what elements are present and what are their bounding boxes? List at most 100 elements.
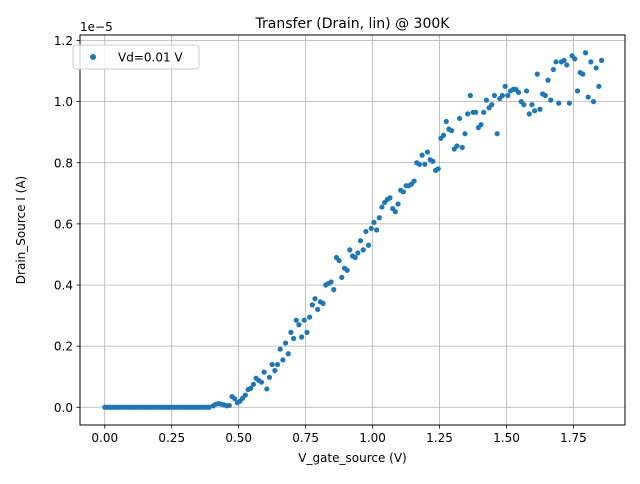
data-point xyxy=(545,77,551,83)
data-point xyxy=(462,131,468,137)
data-point xyxy=(290,335,297,342)
data-point xyxy=(537,106,543,112)
data-point xyxy=(422,161,428,167)
data-point xyxy=(598,57,605,63)
y-offset-label: 1e−5 xyxy=(80,20,113,34)
data-point xyxy=(368,225,374,232)
data-point xyxy=(395,201,401,207)
data-point xyxy=(585,94,591,100)
data-point xyxy=(478,121,484,128)
data-point xyxy=(499,92,506,99)
data-point xyxy=(242,392,248,398)
data-point xyxy=(374,227,380,233)
data-point xyxy=(371,219,377,225)
data-point xyxy=(590,99,597,105)
data-point xyxy=(572,56,578,62)
data-point xyxy=(307,314,313,320)
data-point xyxy=(419,152,425,158)
data-point xyxy=(550,66,556,73)
legend: Vd=0.01 V xyxy=(72,44,200,70)
data-point xyxy=(392,209,398,215)
data-point xyxy=(331,287,337,293)
legend-label: Vd=0.01 V xyxy=(118,51,183,65)
data-point xyxy=(309,302,315,308)
data-point xyxy=(430,158,436,164)
data-point xyxy=(534,71,540,77)
data-point xyxy=(467,92,473,99)
data-point xyxy=(542,92,548,99)
data-points xyxy=(102,50,605,410)
data-point xyxy=(285,351,291,357)
data-point xyxy=(454,143,460,149)
data-point xyxy=(505,92,511,99)
data-point xyxy=(274,361,281,368)
data-point xyxy=(443,118,449,125)
y-tick-label: 0.4 xyxy=(54,279,73,293)
data-point xyxy=(272,367,278,374)
legend-marker xyxy=(90,54,96,60)
data-point xyxy=(288,329,294,335)
data-point xyxy=(424,149,431,155)
data-point xyxy=(250,381,257,387)
data-point xyxy=(593,65,599,71)
data-point xyxy=(344,267,350,273)
x-axis-label: V_gate_source (V) xyxy=(298,451,407,465)
data-point xyxy=(561,57,567,63)
data-point xyxy=(296,322,302,328)
data-point xyxy=(336,257,342,264)
data-point xyxy=(280,357,286,363)
data-point xyxy=(411,178,417,184)
data-point xyxy=(226,402,232,409)
data-point xyxy=(494,131,500,137)
data-point xyxy=(556,100,562,106)
data-point xyxy=(400,189,406,195)
y-tick-label: 0.0 xyxy=(54,401,73,415)
x-tick-label: 1.25 xyxy=(426,431,453,445)
data-point xyxy=(582,50,589,56)
data-point xyxy=(357,238,364,244)
x-tick-label: 1.75 xyxy=(560,431,587,445)
data-point xyxy=(596,83,602,89)
data-point xyxy=(269,361,275,368)
data-point xyxy=(529,102,535,108)
plot-frame xyxy=(79,34,626,426)
data-point xyxy=(435,166,441,172)
data-point xyxy=(502,83,508,89)
x-tick-label: 0.25 xyxy=(158,431,185,445)
x-tick-label: 1.00 xyxy=(359,431,386,445)
x-tick-label: 0.75 xyxy=(292,431,319,445)
data-point xyxy=(301,317,307,323)
data-point xyxy=(566,100,573,106)
x-tick-label: 0.00 xyxy=(91,431,118,445)
axis-ticks: 0.00 0.25 0.50 0.75 1.00 1.25 1.50 1.75 0.0 0.2 0.… xyxy=(54,34,587,445)
data-point xyxy=(360,247,366,253)
data-point xyxy=(387,195,393,201)
data-point xyxy=(277,346,283,352)
data-point xyxy=(304,329,310,335)
data-point xyxy=(355,250,361,256)
y-tick-label: 1.2 xyxy=(54,34,73,48)
data-point xyxy=(457,115,463,122)
data-point xyxy=(352,254,358,261)
data-point xyxy=(299,334,305,340)
data-point xyxy=(483,97,490,103)
data-point xyxy=(489,102,495,108)
data-point xyxy=(365,242,372,248)
data-point xyxy=(347,247,353,253)
y-tick-label: 0.6 xyxy=(54,217,73,231)
y-tick-label: 1.0 xyxy=(54,95,73,109)
data-point xyxy=(523,88,530,94)
data-point xyxy=(264,386,270,392)
data-point xyxy=(261,369,267,375)
legend-box xyxy=(72,44,200,70)
data-point xyxy=(312,296,318,302)
x-tick-label: 0.50 xyxy=(225,431,252,445)
data-point xyxy=(379,204,385,210)
data-point xyxy=(440,132,447,138)
data-point xyxy=(339,274,345,280)
data-point xyxy=(580,71,586,77)
data-point xyxy=(465,111,471,117)
data-point xyxy=(363,228,369,235)
data-point xyxy=(416,161,423,167)
